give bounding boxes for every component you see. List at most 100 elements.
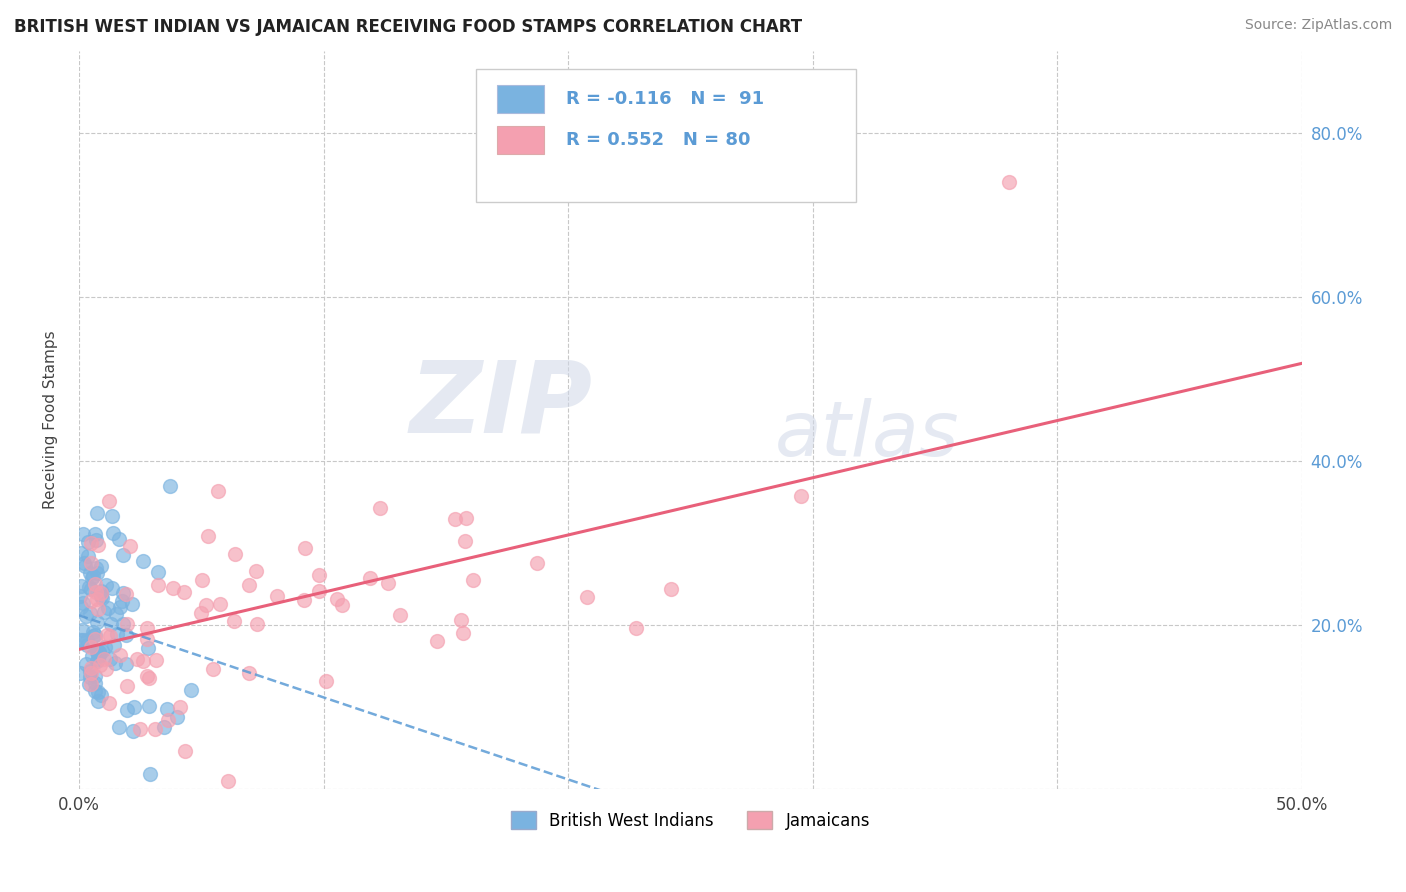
Point <box>90 585 112 599</box>
Point <box>69 666 91 681</box>
Point <box>101 509 124 524</box>
Point <box>156 713 179 727</box>
Text: Source: ZipAtlas.com: Source: ZipAtlas.com <box>1244 18 1392 32</box>
Point <box>138 767 160 781</box>
Point <box>79 606 101 620</box>
Point <box>190 606 212 620</box>
Point <box>450 613 472 627</box>
Point <box>115 703 138 717</box>
Point <box>100 651 122 665</box>
Point <box>75 657 97 671</box>
Text: ZIP: ZIP <box>409 357 593 454</box>
Point <box>238 578 260 592</box>
Point <box>174 743 197 757</box>
Point <box>111 549 134 563</box>
Point <box>110 648 132 662</box>
Point <box>124 699 146 714</box>
Point <box>426 634 449 648</box>
Point <box>659 582 682 597</box>
Point <box>70 623 93 637</box>
Point <box>86 643 108 657</box>
Point <box>104 656 127 670</box>
Point <box>217 774 239 789</box>
Point <box>77 535 100 549</box>
Point <box>84 628 107 642</box>
Point <box>72 527 94 541</box>
Point <box>238 665 260 680</box>
Point <box>114 628 136 642</box>
Text: BRITISH WEST INDIAN VS JAMAICAN RECEIVING FOOD STAMPS CORRELATION CHART: BRITISH WEST INDIAN VS JAMAICAN RECEIVIN… <box>14 18 803 36</box>
Point <box>526 556 548 570</box>
Point <box>84 585 107 599</box>
Point <box>207 483 229 498</box>
Point <box>82 568 104 582</box>
Point <box>209 597 232 611</box>
Point <box>72 596 94 610</box>
Point <box>115 587 138 601</box>
Point <box>224 615 246 629</box>
Point <box>100 617 122 632</box>
Point <box>75 608 97 623</box>
Point <box>90 589 112 603</box>
Point <box>90 584 112 599</box>
Point <box>135 622 157 636</box>
Point <box>173 585 195 599</box>
Point <box>159 479 181 493</box>
Point <box>86 591 108 606</box>
Point <box>86 566 108 580</box>
Point <box>359 571 381 585</box>
Point <box>83 676 105 690</box>
Point <box>332 598 354 612</box>
Point <box>315 673 337 688</box>
Point <box>245 564 267 578</box>
Point <box>94 578 117 592</box>
Point <box>624 621 647 635</box>
Point <box>79 580 101 594</box>
Point <box>79 566 101 581</box>
Point <box>80 640 103 654</box>
Point <box>80 593 103 607</box>
Point <box>76 632 98 647</box>
Point <box>197 529 219 543</box>
Point <box>97 601 120 615</box>
Point <box>84 576 107 591</box>
Point <box>87 538 110 552</box>
Point <box>89 648 111 662</box>
Point <box>122 724 145 739</box>
Point <box>70 599 93 614</box>
FancyBboxPatch shape <box>477 70 856 202</box>
Point <box>111 594 134 608</box>
Point <box>180 683 202 698</box>
Point <box>94 663 117 677</box>
Point <box>789 489 811 503</box>
Point <box>121 597 143 611</box>
Point <box>87 602 110 616</box>
Point <box>90 591 112 605</box>
Point <box>72 633 94 648</box>
Point <box>162 582 184 596</box>
Point <box>80 556 103 570</box>
Point <box>77 677 100 691</box>
Point <box>77 549 100 563</box>
Point <box>308 568 330 582</box>
Point <box>138 671 160 685</box>
Point <box>97 696 120 710</box>
Point <box>368 501 391 516</box>
Point <box>98 493 121 508</box>
Point <box>105 607 128 621</box>
Point <box>87 694 110 708</box>
Point <box>575 591 598 605</box>
Point <box>80 661 103 675</box>
Point <box>138 699 160 714</box>
Point <box>105 627 128 641</box>
Point <box>86 654 108 668</box>
Point <box>90 559 112 574</box>
Point <box>84 632 107 646</box>
Point <box>90 689 112 703</box>
Point <box>201 662 224 676</box>
Point <box>389 607 412 622</box>
Point <box>82 624 104 639</box>
Point <box>246 617 269 632</box>
Point <box>132 554 155 568</box>
Point <box>91 643 114 657</box>
